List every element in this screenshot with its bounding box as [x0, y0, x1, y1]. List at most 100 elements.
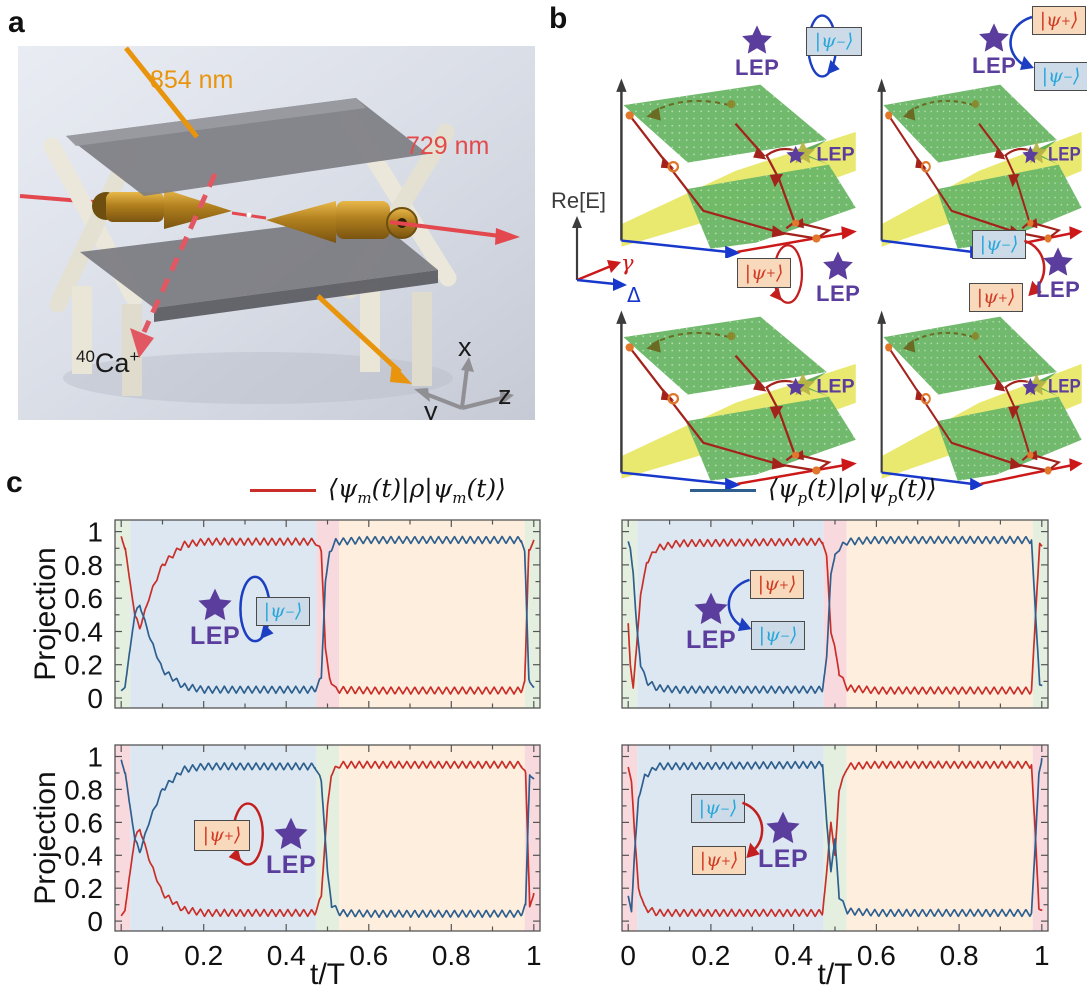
legend-blue-line	[690, 489, 756, 492]
transfer-arrow-icon	[1023, 239, 1046, 297]
projection-chart-top-left: 0 0.2 0.4 0.6 0.8 1 Projection |ψ − ⟩ LEP	[28, 513, 545, 720]
phase-band-pink	[823, 520, 847, 708]
legend-psi-m-label: ⟨ψm(t)|ρ|ψm(t)⟩	[328, 474, 506, 507]
lep-star-icon	[1043, 247, 1074, 276]
phase-band-green	[316, 745, 340, 931]
state-psi-plus: |ψ + ⟩	[194, 820, 250, 851]
y-axis-label: y	[424, 396, 438, 420]
phase-band-pink	[1032, 745, 1048, 931]
riemann-surface-subplot-1: LEP	[582, 58, 862, 258]
lep-marker: LEP	[816, 250, 860, 307]
y-axis-title: Projection	[29, 771, 62, 904]
y-tick-label: 0.6	[64, 583, 103, 614]
legend-psi-m: ⟨ψm(t)|ρ|ψm(t)⟩	[250, 474, 506, 507]
chart-canvas: 0 0.2 0.4 0.6 0.8 1 t/T	[620, 744, 1050, 990]
lep-surface-label: LEP	[816, 144, 854, 166]
lep-marker: LEP	[266, 816, 316, 880]
phase-band-orange	[339, 745, 525, 931]
state-psi-plus: |ψ + ⟩	[969, 283, 1023, 312]
lep-star-icon	[979, 23, 1010, 52]
state-psi-minus: |ψ − ⟩	[1034, 62, 1087, 91]
x-tick-label: 0.8	[940, 940, 979, 971]
lep-surface-label: LEP	[1048, 143, 1081, 164]
phase-band-blue	[637, 745, 824, 931]
phase-band-orange	[846, 520, 1033, 708]
legend-red-line	[250, 489, 316, 492]
series-psi-m-projection	[120, 536, 535, 695]
state-psi-minus: |ψ − ⟩	[256, 597, 310, 626]
series-psi-p-projection	[120, 759, 535, 919]
y-tick-label: 1	[87, 517, 103, 548]
series-psi-m-projection	[120, 760, 535, 918]
lep-label: LEP	[266, 851, 317, 879]
lep-star-icon	[198, 588, 232, 621]
transfer-arrow-icon	[1009, 15, 1034, 70]
series-psi-p-projection	[627, 535, 1043, 695]
y-tick-label: 0.2	[64, 873, 103, 904]
trap-support-structure	[43, 111, 457, 396]
x-tick-label: 0	[113, 940, 129, 971]
x-tick-label: 1	[526, 940, 542, 971]
energy-axis-label: Re[E]	[551, 188, 606, 213]
lep-star-icon	[694, 592, 728, 625]
x-axis-label: x	[458, 332, 472, 362]
phase-band-green	[115, 520, 131, 708]
dashed-beam-arrowhead	[130, 328, 154, 358]
x-axis-title: t/T	[310, 958, 345, 990]
dashed-red-beam-arrow	[141, 172, 218, 334]
coordinate-triad: x y z	[414, 332, 514, 420]
ion-species-label: 40Ca+	[76, 347, 139, 378]
y-tick-label: 0.8	[64, 774, 103, 805]
lep-label: LEP	[972, 53, 1017, 78]
floor-shadow	[63, 352, 453, 404]
y-tick-label: 0.4	[64, 617, 103, 648]
lep-marker: LEP	[972, 22, 1016, 79]
y-tick-label: 0	[87, 683, 103, 714]
lep-label: LEP	[1036, 277, 1081, 302]
x-tick-label: 0.4	[774, 940, 813, 971]
phase-band-green	[622, 520, 638, 708]
beam-854-arrowhead	[390, 362, 412, 384]
x-tick-label: 0.2	[691, 940, 730, 971]
state-psi-minus: |ψ − ⟩	[806, 27, 862, 56]
lep-label: LEP	[816, 281, 861, 306]
riemann-surface-subplot-3: LEP	[582, 290, 862, 490]
quench-beam-854-top	[124, 46, 199, 139]
x-tick-label: 1	[1034, 940, 1050, 971]
y-axis-title: Projection	[29, 547, 62, 680]
laser-729-label: 729 nm	[406, 132, 489, 160]
series-psi-m-projection	[627, 537, 1043, 695]
state-psi-minus: |ψ − ⟩	[751, 621, 805, 650]
trapped-ion-dot	[246, 212, 252, 218]
x-axis-title: t/T	[818, 958, 853, 990]
ion-trap-rendering: 854 nm 729 nm 40Ca+ x y z	[18, 46, 535, 420]
riemann-surface-subplot-4: LEP	[848, 290, 1087, 490]
phase-band-pink	[115, 745, 131, 931]
lep-star-icon	[274, 817, 308, 850]
panel-b-label: b	[549, 2, 568, 35]
lep-marker: LEP	[190, 587, 240, 651]
projection-chart-bottom-left: 0 0.2 0.4 0.6 0.8 1 0 0.2 0.4 0.6 0.8 1 t/T Projectio…	[28, 738, 545, 991]
state-psi-plus: |ψ + ⟩	[750, 570, 804, 599]
riemann-surface-subplot-2: LEP	[848, 58, 1087, 258]
x-tick-label: 0.2	[184, 940, 223, 971]
lep-marker: LEP	[758, 810, 808, 874]
series-psi-p-projection	[120, 535, 535, 695]
panel-c-label: c	[6, 466, 23, 499]
lep-marker: LEP	[686, 591, 736, 655]
state-psi-plus: |ψ + ⟩	[737, 258, 791, 288]
x-tick-label: 0.8	[432, 940, 471, 971]
phase-band-orange	[846, 745, 1033, 931]
top-electrode-plate	[66, 98, 428, 196]
y-tick-label: 1	[87, 742, 103, 773]
phase-band-green	[1032, 520, 1048, 708]
state-psi-plus: |ψ + ⟩	[1032, 6, 1086, 35]
phase-band-orange	[339, 520, 525, 708]
projection-chart-top-right: |ψ + ⟩ |ψ − ⟩ LEP	[600, 513, 1087, 720]
panel-a-label: a	[8, 6, 25, 39]
x-tick-label: 0.6	[349, 940, 388, 971]
series-psi-p-projection	[627, 757, 1043, 918]
lep-star-icon	[742, 25, 773, 54]
gamma-axis-label: γ	[621, 251, 634, 275]
